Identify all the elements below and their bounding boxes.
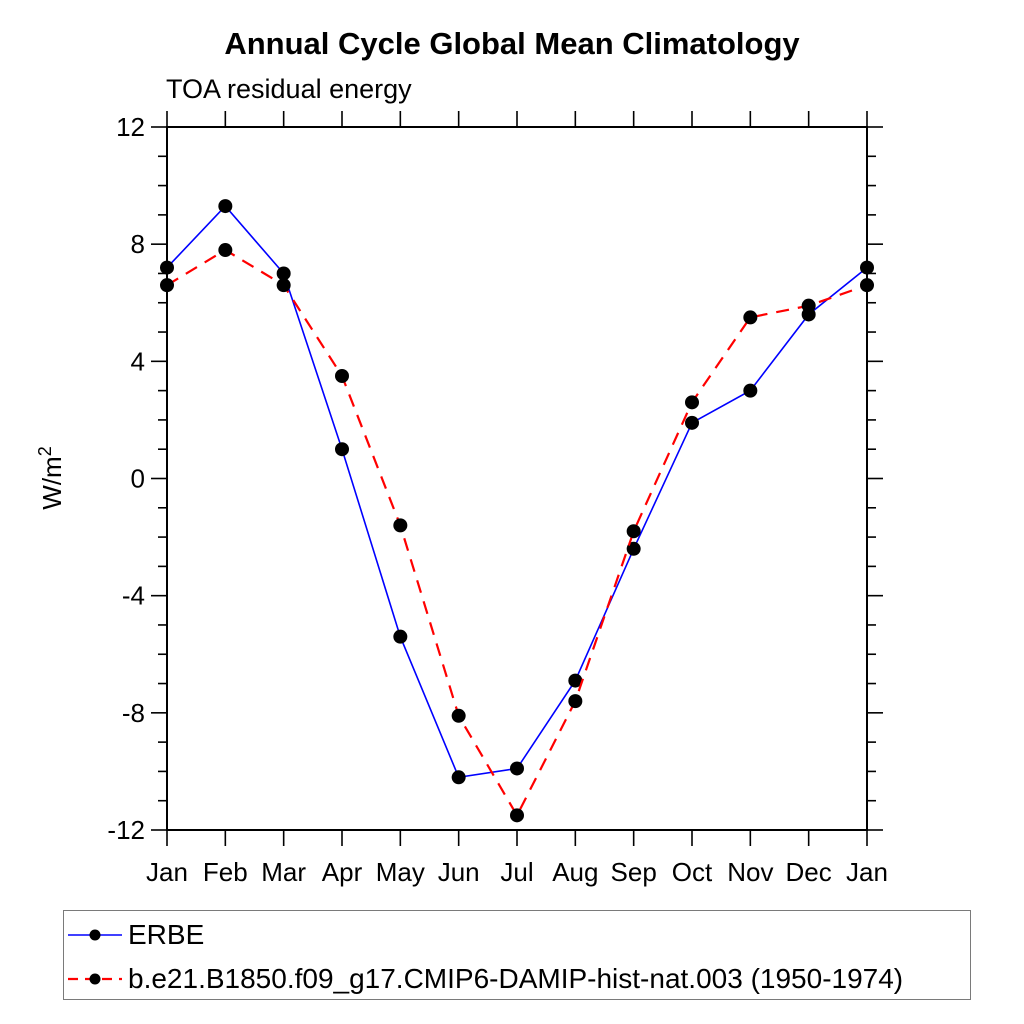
model-point [335,368,349,383]
x-axis-label: Mar [261,857,306,887]
model-legend-swatch [68,973,122,985]
x-axis-label: Jun [438,857,480,887]
y-axis-label: 4 [131,346,145,376]
model-point [685,395,699,410]
model-line [166,248,868,818]
x-axis-label: May [376,857,425,887]
erbe-line [166,204,868,779]
legend-marker-dot [89,973,101,985]
erbe-legend-swatch [68,929,122,941]
x-axis-label: Dec [786,857,832,887]
erbe-point [160,260,174,275]
y-axis-label: -4 [122,581,145,611]
x-axis-label: Nov [727,857,773,887]
y-axis-label: 12 [116,112,145,142]
x-axis-label: Jan [146,857,188,887]
erbe-point [451,770,466,785]
erbe-point [218,199,233,214]
x-axis-label: Jan [846,857,888,887]
chart-title: Annual Cycle Global Mean Climatology [224,26,800,61]
erbe-point [743,383,758,398]
x-axis-label: Oct [672,857,713,887]
erbe-point [510,761,524,776]
legend-label-model: b.e21.B1850.f09_g17.CMIP6-DAMIP-hist-nat… [128,963,904,994]
model-point [276,278,291,293]
erbe-point [393,629,408,644]
legend-box: ERBE b.e21.B1850.f09_g17.CMIP6-DAMIP-his… [63,910,971,1000]
erbe-point [860,260,874,275]
legend-marker-dot [89,929,101,941]
erbe-point [685,415,699,430]
erbe-point [276,266,291,281]
model-point [218,243,233,258]
x-axis-label: Aug [552,857,598,887]
model-point [510,808,524,823]
model-point [160,278,174,293]
chart-subtitle: TOA residual energy [166,74,412,104]
model-point [801,298,816,313]
y-axis-label: -8 [122,698,145,728]
x-axis-label: Jul [500,857,533,887]
erbe-point [335,442,349,457]
legend-label-erbe: ERBE [128,919,205,950]
x-axis-label: Feb [203,857,248,887]
y-axis-label: -12 [107,815,145,845]
model-point [860,278,874,293]
legend-item-model: b.e21.B1850.f09_g17.CMIP6-DAMIP-hist-nat… [66,963,904,994]
plot-frame [166,126,868,831]
model-point [451,708,466,723]
legend-item-erbe: ERBE [66,919,205,950]
model-point [568,694,583,709]
erbe-point [568,673,583,688]
x-axis-label: Sep [611,857,657,887]
model-point [393,518,408,533]
y-axis-title: W/m2 [35,446,67,509]
y-axis-label: 0 [131,464,145,494]
model-point [743,310,758,325]
x-axis-label: Apr [322,857,363,887]
model-point [626,524,641,539]
erbe-point [626,541,641,556]
y-axis-label: 8 [131,229,145,259]
